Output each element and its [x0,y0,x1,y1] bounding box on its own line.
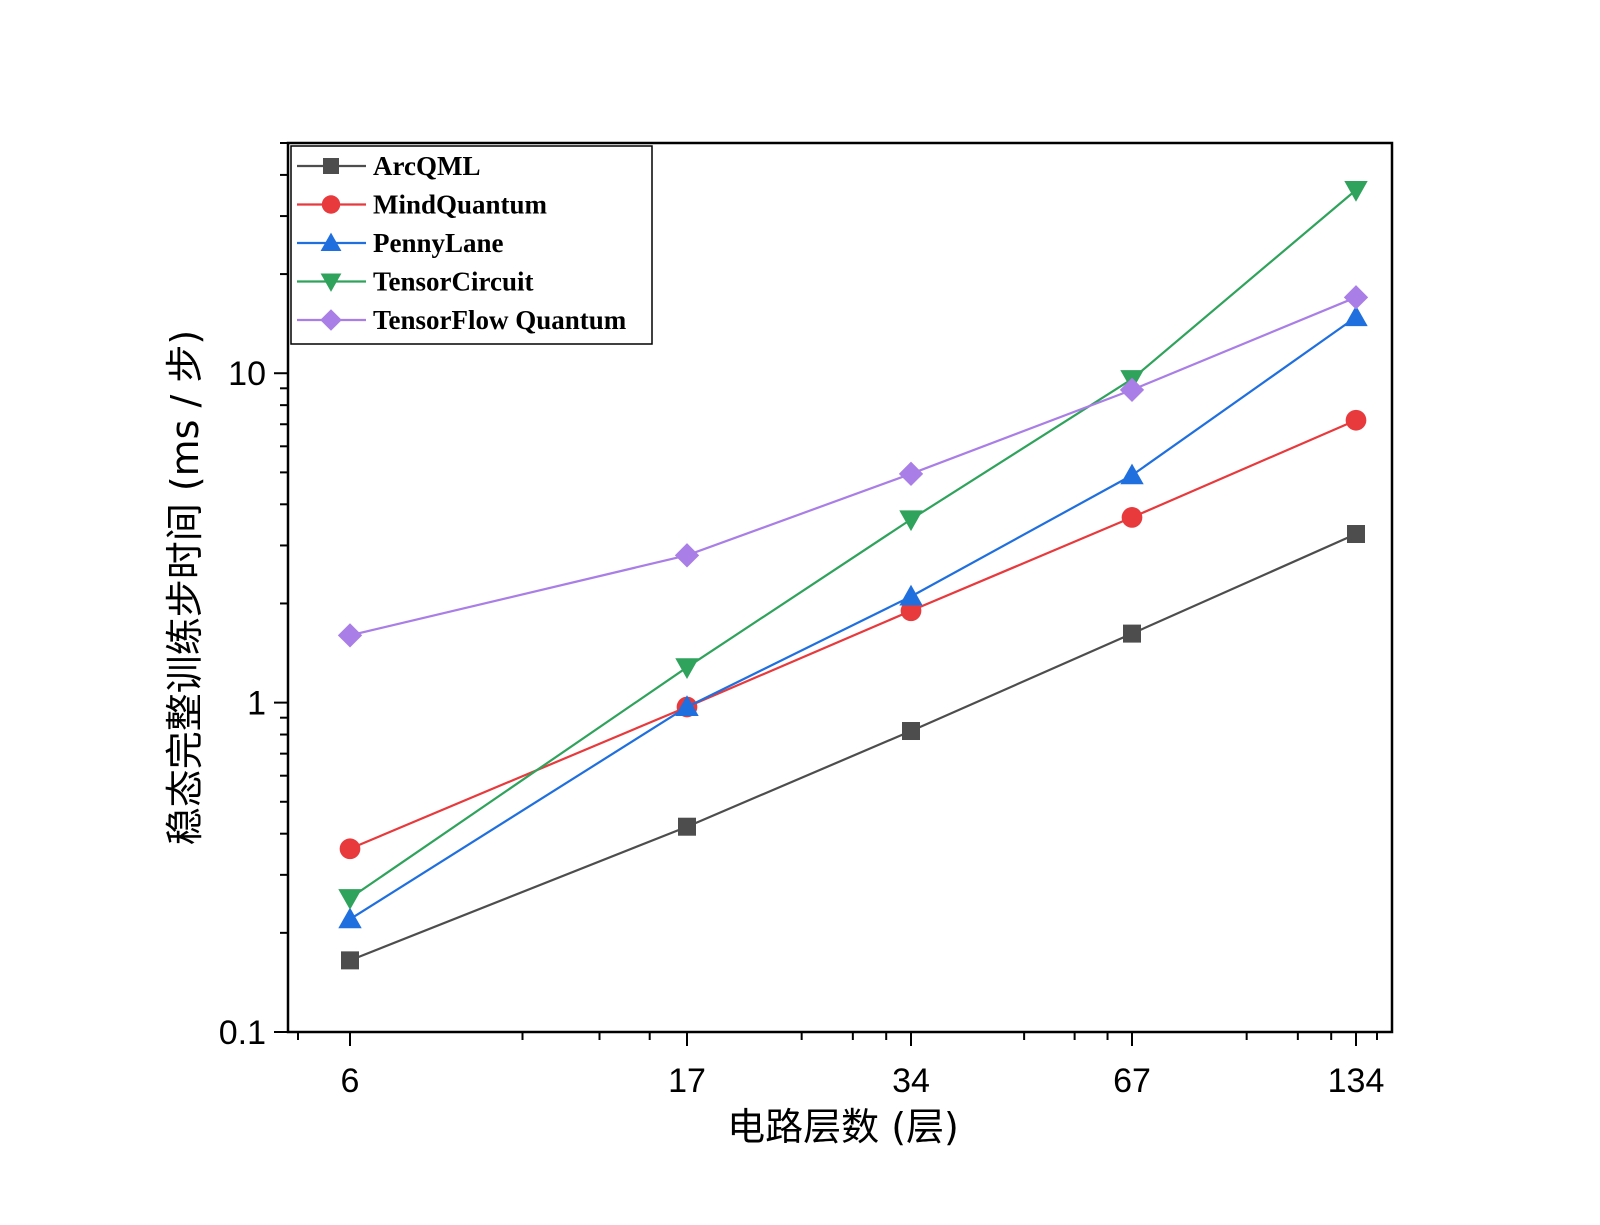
data-point [338,889,362,910]
legend-item: PennyLane [297,228,504,258]
data-point [1347,525,1365,544]
legend-label: PennyLane [373,228,504,258]
x-tick-label: 134 [1328,1062,1385,1100]
y-axis-title: 稳态完整训练步时间 (ms / 步) [163,330,207,846]
data-point [674,543,700,568]
data-point [1120,463,1144,485]
legend-label: TensorFlow Quantum [373,305,627,335]
data-point [1344,180,1368,202]
data-point [1345,409,1367,431]
series-mindquantum [339,409,1367,860]
y-tick-label: 1 [247,685,266,723]
x-tick-labels: 6 17 34 67 134 [341,1062,1385,1100]
x-tick-label: 34 [892,1062,930,1100]
series-line [349,316,1357,921]
data-point [675,658,699,680]
legend-label: MindQuantum [373,190,548,220]
y-tick-labels: 0.1 1 10 [219,355,266,1052]
data-point [898,461,924,486]
data-point [675,695,699,716]
data-point [1121,507,1143,528]
data-point [339,838,361,860]
x-tick-label: 17 [668,1062,706,1100]
data-point [899,510,923,532]
x-axis-title: 电路层数 (层) [727,1105,959,1149]
series-arcqml [341,525,1365,970]
data-point [900,600,922,622]
series-line [349,419,1357,850]
legend-item: ArcQML [297,151,480,181]
legend-marker [323,158,339,174]
data-point [902,722,920,741]
legend-marker [321,195,341,214]
data-point [678,817,696,836]
data-point [899,584,923,606]
data-point [1119,377,1145,403]
data-point [338,907,362,929]
legend-item: MindQuantum [297,190,548,220]
series-pennylane [338,305,1368,929]
plot-frame [286,141,1394,1034]
legend-label: ArcQML [373,151,480,181]
legend-label: TensorCircuit [373,267,534,297]
data-point [341,951,359,970]
legend: ArcQML MindQuantum PennyLane TensorCircuit T… [290,145,653,345]
data-point [1344,305,1368,327]
legend-marker [320,232,342,251]
legend-marker [320,309,342,331]
y-tick-label: 10 [228,355,266,393]
x-tick-label: 6 [341,1062,360,1100]
y-tick-label: 0.1 [219,1014,266,1052]
series-tensorcircuit [338,180,1368,910]
series-tensorflow-quantum [337,285,1369,648]
series-line [349,296,1357,637]
legend-marker [320,273,342,292]
legend-item: TensorFlow Quantum [297,305,627,335]
series-layer [337,180,1369,970]
series-line [349,533,1357,962]
data-point [1123,624,1141,643]
data-point [1343,285,1369,310]
legend-item: TensorCircuit [297,267,534,297]
data-point [337,623,363,648]
axis-ticks [274,142,1378,1046]
legend-box [290,145,653,345]
x-tick-label: 67 [1113,1062,1151,1100]
